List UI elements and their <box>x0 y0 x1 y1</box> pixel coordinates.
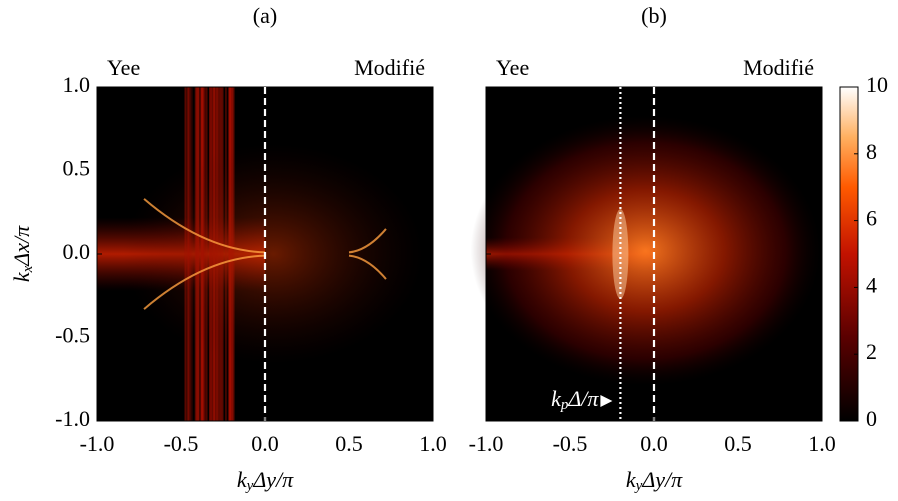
x-tick-label: 1.0 <box>808 431 836 456</box>
y-tick-label: -0.5 <box>55 323 90 348</box>
heatmap <box>470 87 822 421</box>
heatmap-texture <box>348 254 387 280</box>
heatmap-texture <box>123 144 424 364</box>
x-tick-label: 0.5 <box>335 431 363 456</box>
annotation: Modifié <box>743 55 814 80</box>
annotation: Yee <box>496 55 529 80</box>
x-tick-label: 1.0 <box>419 431 447 456</box>
annotation: Yee <box>107 55 140 80</box>
heatmap-texture <box>348 228 387 254</box>
annotation: Modifié <box>354 55 425 80</box>
colorbar-tick-label: 0 <box>866 406 877 431</box>
x-axis-label: ky​Δy/π <box>237 467 294 494</box>
pointer-arrow <box>600 394 613 407</box>
y-tick-label: 0.5 <box>63 156 91 181</box>
colorbar-tick-label: 2 <box>866 339 877 364</box>
x-tick-label: -1.0 <box>80 431 115 456</box>
panel-title: (b) <box>641 3 667 28</box>
x-axis-label: ky​Δy/π <box>626 467 683 494</box>
x-tick-label: 0.0 <box>640 431 668 456</box>
colorbar-tick-label: 4 <box>866 272 877 297</box>
y-tick-label: 1.0 <box>63 72 91 97</box>
panel-title: (a) <box>253 3 277 28</box>
x-tick-label: -1.0 <box>469 431 504 456</box>
colorbar-tick-label: 10 <box>866 72 888 97</box>
heatmap-texture <box>143 198 266 254</box>
x-tick-label: 0.5 <box>724 431 752 456</box>
heatmap-texture <box>143 254 266 310</box>
pointer-label: kp​Δ/π <box>551 386 599 413</box>
x-tick-label: -0.5 <box>164 431 199 456</box>
y-tick-label: 0.0 <box>63 239 91 264</box>
y-axis-label: kx​Δx/π <box>9 225 36 282</box>
y-tick-label: -1.0 <box>55 406 90 431</box>
x-tick-label: -0.5 <box>553 431 588 456</box>
x-tick-label: 0.0 <box>251 431 279 456</box>
colorbar-tick-label: 6 <box>866 206 877 231</box>
colorbar <box>839 86 859 422</box>
heatmap-texture <box>470 115 821 386</box>
colorbar-tick-label: 8 <box>866 139 877 164</box>
